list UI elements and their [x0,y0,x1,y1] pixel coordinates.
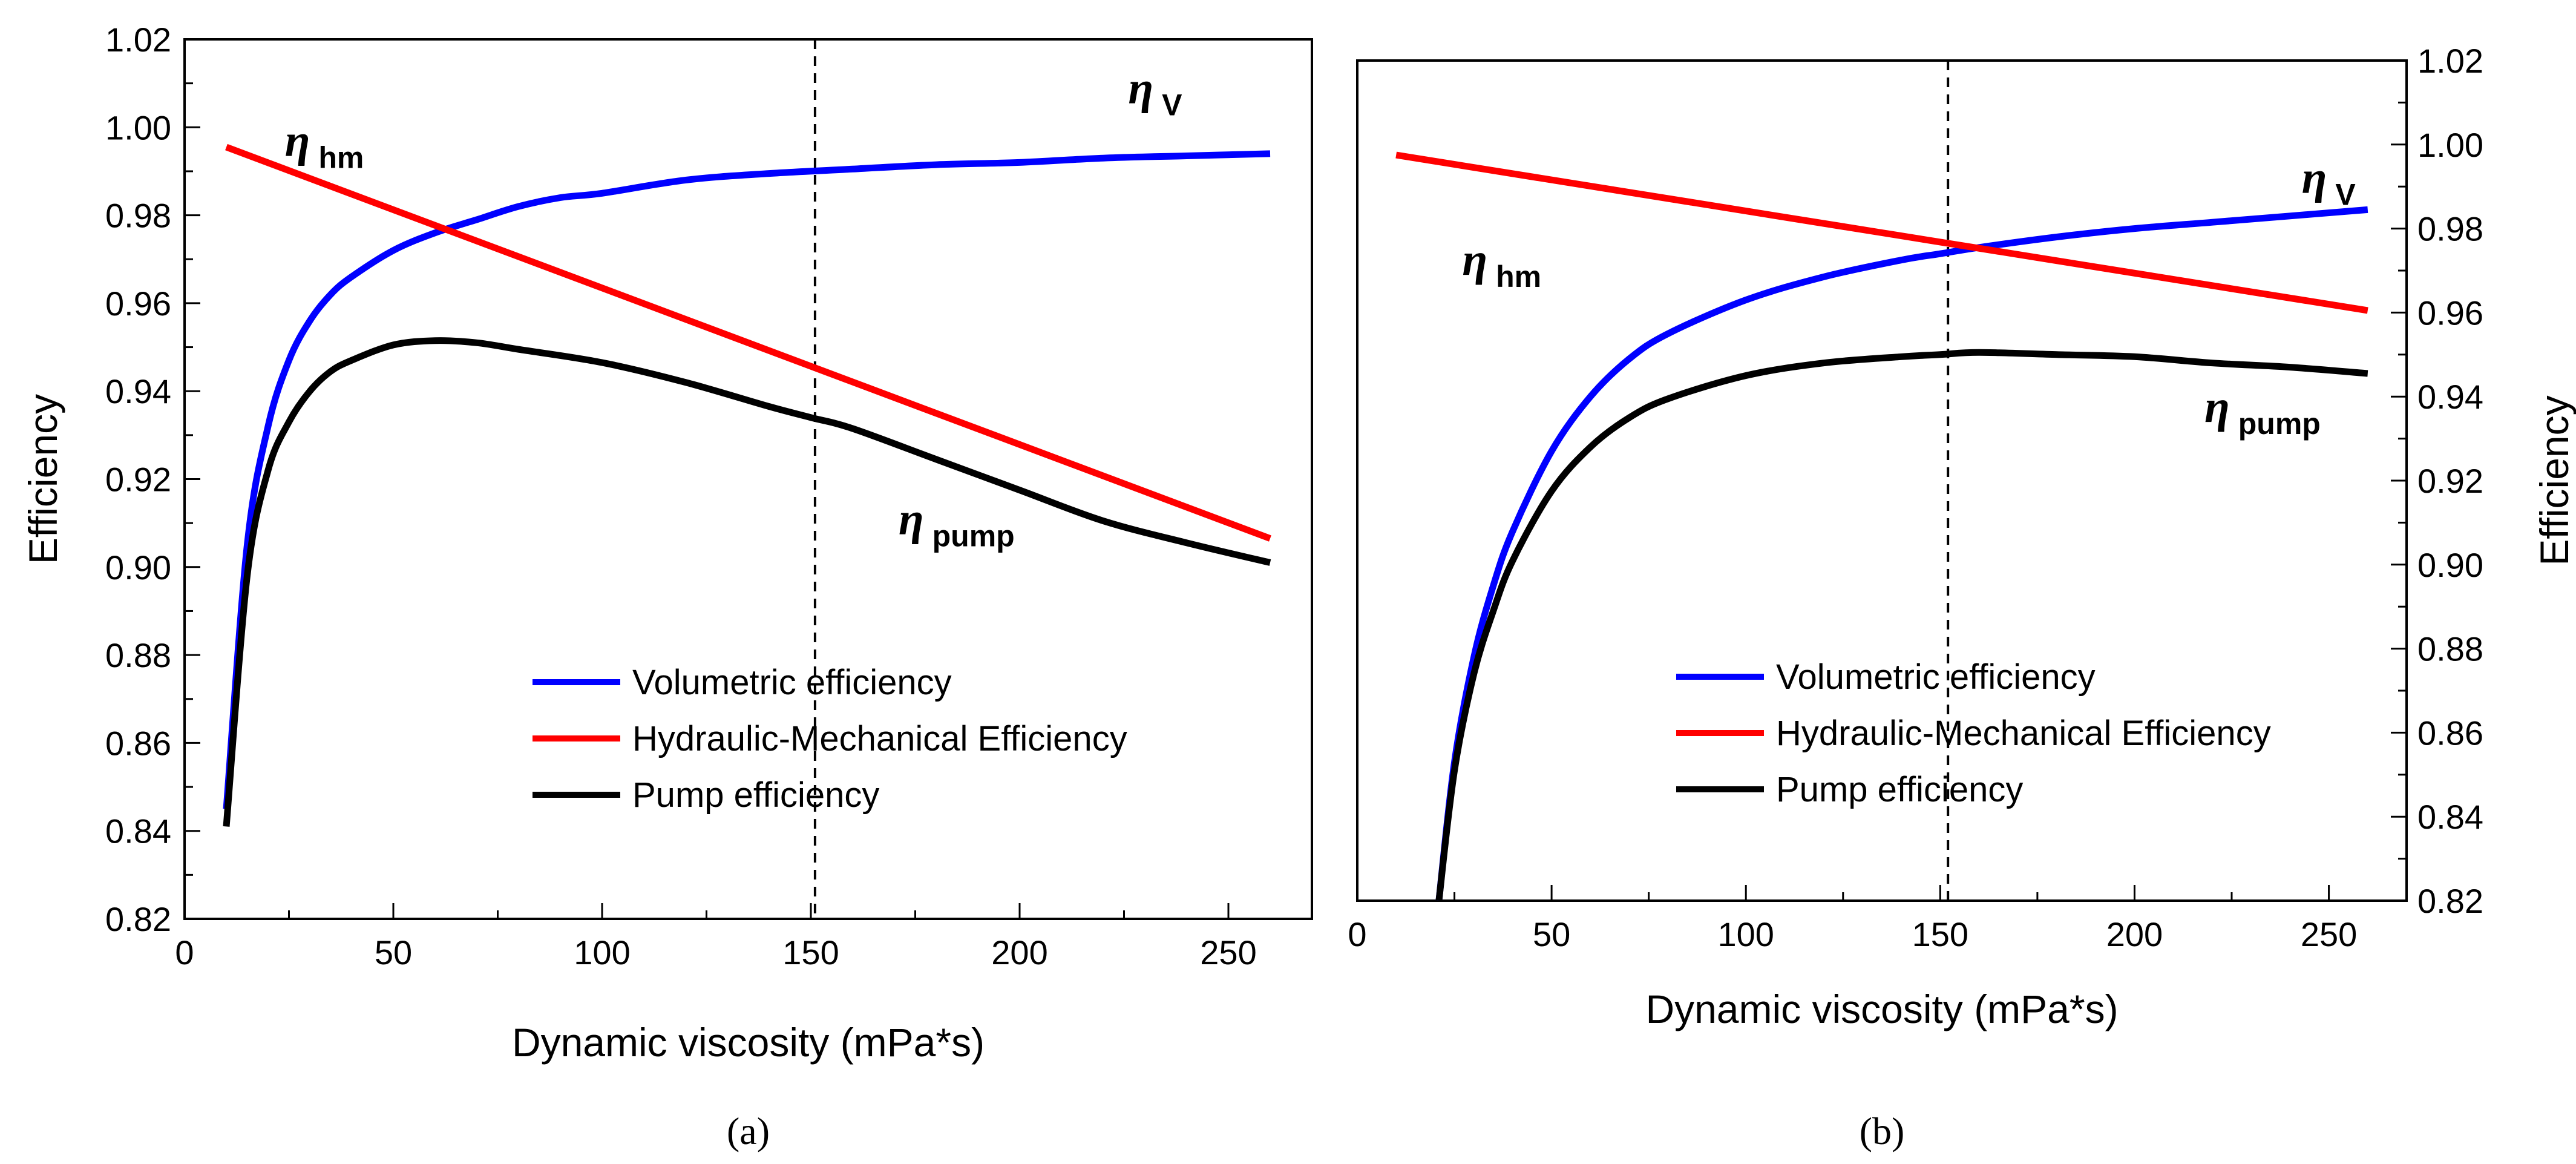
series-group [223,143,1271,827]
series-line-volumetric-efficiency [223,150,1271,809]
x-tick-label: 150 [782,933,839,972]
y-tick-label: 0.88 [2417,630,2483,668]
y-tick-label: 0.96 [2417,294,2483,332]
panel-label: (a) [727,1110,770,1152]
x-tick-label: 0 [1348,915,1366,953]
legend-label: Hydraulic-Mechanical Efficiency [632,719,1127,758]
y-tick-label: 1.00 [105,108,171,146]
legend-label: Volumetric efficiency [1776,657,2096,697]
y-tick-label: 0.86 [2417,714,2483,752]
x-tick-label: 0 [175,933,194,972]
legend: Volumetric efficiency Hydraulic-Mechanica… [533,663,1127,815]
x-tick-label: 250 [1200,933,1256,972]
panel-label: (b) [1860,1110,1905,1152]
y-tick-label: 0.96 [105,284,171,323]
x-tick-label: 250 [2301,915,2357,953]
eta-annotation-pump: η pump [2204,381,2321,441]
x-tick-label: 200 [2106,915,2163,953]
eta-annotation-hm: η hm [285,116,364,175]
x-axis-label: Dynamic viscosity (mPa*s) [512,1020,985,1065]
y-tick-label: 0.82 [105,900,171,938]
y-tick-label: 0.92 [105,461,171,499]
series-line-hydraulic-mechanical-efficiency [1395,151,2368,314]
x-axis-label: Dynamic viscosity (mPa*s) [1645,987,2118,1031]
series-line-hydraulic-mechanical-efficiency [225,143,1271,542]
legend-label: Pump efficiency [632,775,879,815]
y-tick-label: 1.00 [2417,126,2483,164]
y-tick-label: 0.94 [105,372,171,410]
chart-panel-a: 0 50 100 150 200 250 0.82 0.84 0.86 0.88 0.90 0.92 0… [21,21,1313,1152]
y-axis-label: Efficiency [21,394,65,564]
x-tick-label: 50 [375,933,412,972]
eta-annotation-pump: η pump [899,493,1015,553]
legend-label: Pump efficiency [1776,770,2023,809]
series-line-pump-efficiency [1435,349,2368,901]
x-tick-label: 50 [1533,915,1570,953]
chart-panel-b: 0 50 100 150 200 250 0.82 0.84 0.86 0.88 0.90 0.92 0… [1348,42,2576,1152]
y-tick-label: 1.02 [2417,42,2483,80]
y-tick-label: 0.84 [105,812,171,850]
series-group [1395,151,2368,901]
y-tick-label: 0.94 [2417,378,2483,416]
y-tick-label: 0.90 [105,548,171,587]
x-tick-label: 150 [1912,915,1968,953]
legend-label: Hydraulic-Mechanical Efficiency [1776,714,2271,753]
y-tick-label: 0.82 [2417,882,2483,920]
y-tick-label: 0.90 [2417,546,2483,584]
y-tick-label: 0.92 [2417,462,2483,500]
y-tick-label: 0.98 [2417,210,2483,248]
legend: Volumetric efficiency Hydraulic-Mechanica… [1676,657,2271,809]
eta-annotation-hm: η hm [1462,234,1541,294]
series-line-volumetric-efficiency [1435,206,2368,901]
y-tick-label: 0.86 [105,724,171,762]
x-tick-label: 200 [991,933,1047,972]
y-tick-label: 0.84 [2417,798,2483,836]
y-axis-label: Efficiency [2532,395,2576,565]
y-tick-label: 0.98 [105,197,171,235]
x-tick-label: 100 [1718,915,1774,953]
legend-label: Volumetric efficiency [632,663,952,702]
y-tick-label: 0.88 [105,636,171,674]
x-tick-label: 100 [574,933,630,972]
series-line-pump-efficiency [223,337,1271,827]
y-tick-label: 1.02 [105,21,171,59]
